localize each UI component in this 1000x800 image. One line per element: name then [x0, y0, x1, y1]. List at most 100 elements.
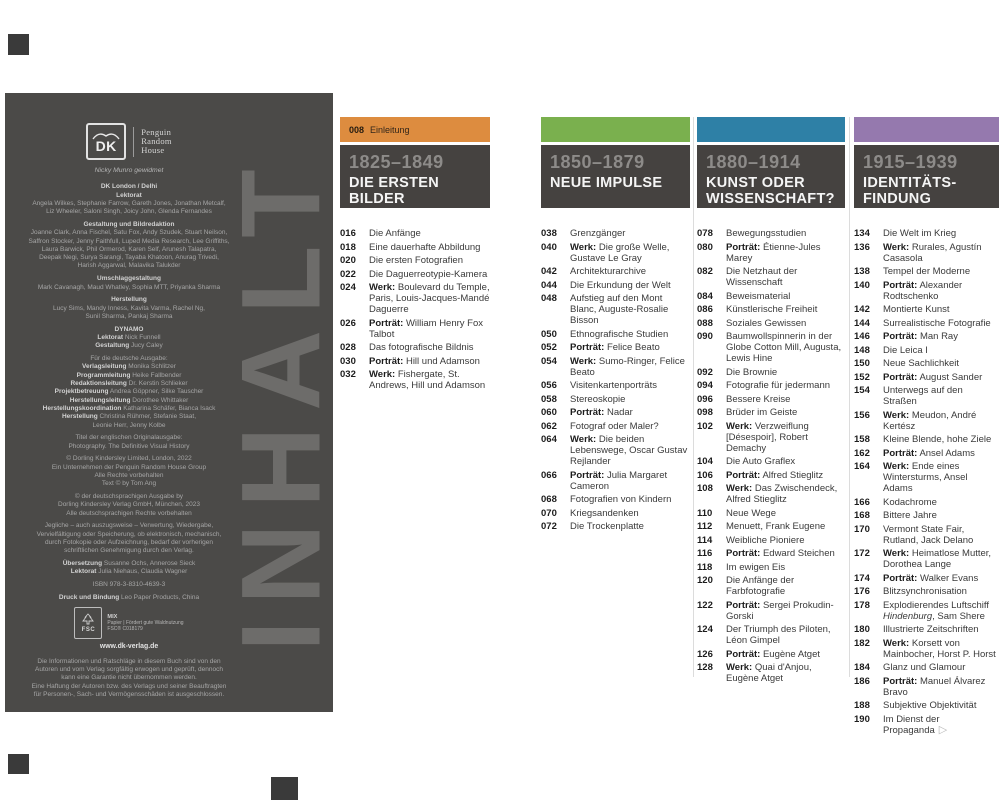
toc-entry-title: Im Dienst der Propaganda ▷	[883, 713, 948, 736]
toc-entry-title: Glanz und Glamour	[883, 662, 966, 673]
imprint-text-block: DK Penguin Random House Nicky Munro gewi…	[11, 93, 247, 704]
toc-entry-title: Porträt: William Henry Fox Talbot	[369, 317, 484, 340]
toc-entry-title: Bessere Kreise	[726, 393, 791, 405]
fsc-certification-mark: FSC MIX Papier | Fördert gute Waldnutzun…	[11, 607, 247, 640]
toc-entry-page-number: 154	[854, 385, 870, 396]
toc-entry: 106 Porträt: Alfred Stieglitz	[697, 470, 845, 481]
era-years: 1825–1849	[349, 152, 444, 172]
dedication: Nicky Munro gewidmet	[94, 167, 164, 174]
toc-entry-title: Die Auto Graflex	[726, 456, 796, 467]
imprint-line: Herstellungsleitung Dorothee Whittaker	[69, 396, 189, 404]
toc-entry-title: Werk: Meudon, André Kertész	[883, 409, 977, 432]
imprint-block: © Dorling Kindersley Limited, London, 20…	[11, 455, 247, 488]
toc-entry-page-number: 182	[854, 637, 870, 649]
imprint-block: Übersetzung Susanne Ochs, Annerose Sieck…	[11, 560, 247, 577]
toc-entry-title: Werk: Korsett von Mainbocher, Horst P. H…	[883, 637, 996, 660]
imprint-line: Sunil Sharma, Pankaj Sharma	[85, 312, 173, 320]
toc-entry: 168 Bittere Jahre	[854, 510, 999, 521]
toc-entry-title: Beweismaterial	[726, 290, 791, 302]
toc-entry-title: Neue Sachlichkeit	[883, 358, 960, 369]
toc-entry-page-number: 140	[854, 279, 870, 291]
toc-entry-page-number: 020	[340, 255, 356, 266]
toc-entry: 190 Im Dienst der Propaganda ▷	[854, 714, 999, 736]
toc-entry-page-number: 120	[697, 575, 713, 586]
toc-entry: 172 Werk: Heimatlose Mutter, Dorothea Lan…	[854, 548, 999, 570]
toc-entry: 064 Werk: Die beiden Lebenswege, Oscar Gu…	[541, 434, 690, 467]
toc-entry-page-number: 136	[854, 241, 870, 253]
toc-entry-title: Porträt: Julia Margaret Cameron	[570, 469, 668, 492]
imprint-line: Deepak Negi, Surya Sarangi, Tayaba Khato…	[39, 254, 219, 262]
era-years: 1850–1879	[550, 152, 645, 172]
toc-entry-page-number: 126	[697, 648, 713, 660]
toc-entry-title: Stereoskopie	[570, 393, 626, 405]
imprint-line: Photography. The Definitive Visual Histo…	[68, 442, 190, 450]
era-tab	[541, 117, 690, 142]
toc-entry-page-number: 102	[697, 420, 713, 432]
toc-entry: 078 Bewegungsstudien	[697, 228, 845, 239]
imprint-line: Lucy Sims, Mandy Inness, Kavita Varma, R…	[53, 304, 205, 312]
toc-entry: 182 Werk: Korsett von Mainbocher, Horst P…	[854, 638, 999, 660]
imprint-line: Übersetzung Susanne Ochs, Annerose Sieck	[62, 560, 196, 568]
toc-era-column: 1850–1879 NEUE IMPULSE 038 Grenzgänger 040…	[541, 117, 690, 535]
toc-entry-page-number: 090	[697, 331, 713, 342]
toc-entry: 062 Fotograf oder Maler?	[541, 421, 690, 432]
toc-entry-title: Baumwollspinnerin in der Globe Cotton Mi…	[726, 331, 842, 364]
toc-entry-title: Porträt: Man Ray	[883, 331, 958, 342]
column-separator	[849, 117, 850, 677]
era-years: 1880–1914	[706, 152, 801, 172]
imprint-line: Dorling Kindersley Verlag GmbH, München,…	[58, 501, 200, 509]
toc-entry-page-number: 072	[541, 521, 557, 532]
toc-entry-page-number: 128	[697, 662, 713, 673]
toc-entry-page-number: 138	[854, 266, 870, 277]
toc-entry: 024 Werk: Boulevard du Temple, Paris, Lou…	[340, 282, 490, 315]
toc-entry-title: Die Brownie	[726, 366, 778, 378]
toc-entry-title: Die Netzhaut der Wissenschaft	[726, 266, 798, 288]
toc-entry-page-number: 112	[697, 521, 713, 532]
toc-entry-list: 016 Die Anfänge 018 Eine dauerhafte Abbildu…	[340, 228, 490, 391]
toc-entry-title: Werk: Heimatlose Mutter, Dorothea Lange	[883, 548, 992, 570]
toc-entry-page-number: 150	[854, 358, 870, 369]
imprint-line: Vervielfältigung oder Speicherung, ob el…	[36, 530, 222, 538]
toc-entry-page-number: 044	[541, 279, 557, 291]
toc-entry-title: Werk: Sumo-Ringer, Felice Beato	[570, 355, 685, 378]
toc-entry-page-number: 094	[697, 380, 713, 391]
toc-entry: 048 Aufstieg auf den Mont Blanc, Auguste-…	[541, 293, 690, 326]
toc-entry-page-number: 116	[697, 548, 713, 559]
era-tab	[697, 117, 845, 142]
toc-entry-page-number: 078	[697, 228, 713, 239]
era-tab: 008 Einleitung	[340, 117, 490, 142]
imprint-line: Projektbetreuung Andrea Göppner, Silke T…	[54, 388, 204, 396]
toc-entry-title: Kodachrome	[883, 496, 937, 508]
imprint-line: Lektorat	[116, 191, 142, 199]
toc-entry-title: Ethnografische Studien	[570, 328, 669, 340]
imprint-line: Saffron Stocker, Jenny Faithfull, Luped …	[28, 237, 230, 245]
toc-entry-title: Der Triumph des Piloten, Léon Gimpel	[726, 624, 831, 646]
imprint-line: für Personen-, Sach- und Vermögensschäde…	[33, 690, 225, 698]
toc-entry-page-number: 052	[541, 342, 557, 353]
toc-entry: 176 Blitzsynchronisation	[854, 586, 999, 597]
toc-entry: 020 Die ersten Fotografien	[340, 255, 490, 266]
era-tab-label: Einleitung	[370, 124, 410, 135]
toc-entry-page-number: 122	[697, 599, 713, 611]
toc-entry-page-number: 084	[697, 290, 713, 302]
toc-entry-title: Vermont State Fair, Rutland, Jack Delano	[883, 523, 974, 546]
imprint-line: Alle deutschsprachigen Rechte vorbehalte…	[66, 509, 192, 517]
toc-entry-title: Neue Wege	[726, 507, 776, 519]
toc-entry: 042 Architekturarchive	[541, 266, 690, 277]
toc-entry: 118 Im ewigen Eis	[697, 562, 845, 573]
toc-entry: 040 Werk: Die große Welle, Gustave Le Gra…	[541, 242, 690, 264]
toc-entry: 114 Weibliche Pioniere	[697, 535, 845, 546]
imprint-line: Harish Aggarwal, Malavika Talukder	[77, 262, 181, 270]
toc-entry-title: Porträt: Walker Evans	[883, 572, 979, 584]
imprint-line: Druck und Bindung Leo Paper Products, Ch…	[58, 594, 200, 602]
imprint-line: durch Fotokopie oder Aufzeichnung, bedar…	[44, 539, 214, 547]
toc-entry-page-number: 024	[340, 282, 356, 293]
toc-entry-page-number: 184	[854, 662, 870, 673]
toc-entry: 066 Porträt: Julia Margaret Cameron	[541, 470, 690, 492]
toc-entry-page-number: 098	[697, 407, 713, 418]
toc-entry: 094 Fotografie für jedermann	[697, 380, 845, 391]
toc-entry: 144 Surrealistische Fotografie	[854, 318, 999, 329]
toc-entry: 148 Die Leica I	[854, 345, 999, 356]
toc-entry-page-number: 168	[854, 510, 870, 521]
